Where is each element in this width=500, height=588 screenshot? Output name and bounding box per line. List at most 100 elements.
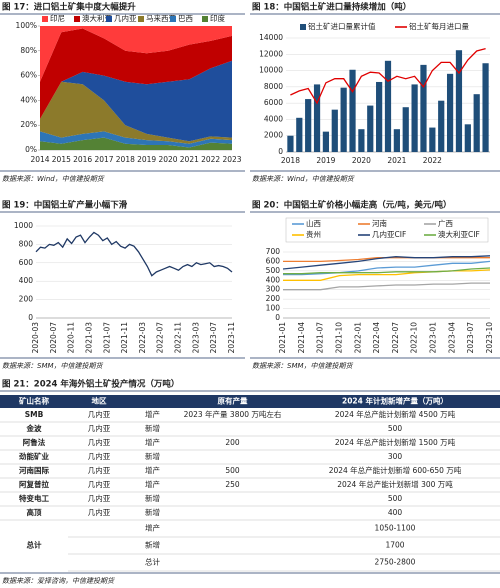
x-tick-label: 2022-11 <box>174 322 183 354</box>
legend-label: 澳大利亚CIF <box>438 229 480 239</box>
y-tick-label: 20% <box>20 120 37 129</box>
bar <box>411 84 418 152</box>
legend-swatch <box>42 16 48 22</box>
x-tick-label: 2021-10 <box>334 322 343 354</box>
y-tick-label: 10000 <box>259 66 283 75</box>
stacked-area <box>40 28 232 119</box>
x-tick-label: 2023-04 <box>447 322 456 354</box>
x-tick-label: 2021-04 <box>297 322 306 354</box>
legend-box <box>285 217 489 243</box>
x-tick-label: 2018 <box>281 156 300 165</box>
table-cell: 总计 <box>145 557 160 567</box>
table-header-cell: 矿山名称 <box>19 396 49 406</box>
table-cell: 新增 <box>145 451 160 461</box>
legend-label: 铝土矿每月进口量 <box>409 21 469 31</box>
legend-swatch <box>74 16 80 22</box>
x-tick-label: 2020 <box>352 156 371 165</box>
x-tick-label: 2022 <box>423 156 442 165</box>
bar <box>464 124 471 152</box>
stacked-area <box>40 137 232 150</box>
x-tick-label: 2022-07 <box>156 322 165 354</box>
x-tick-label: 2022-07 <box>391 322 400 354</box>
y-tick-label: 800 <box>19 239 34 248</box>
table-cell: 河南国际 <box>19 465 49 475</box>
y-tick-label: 100% <box>16 21 37 30</box>
x-tick-label: 2020-03 <box>31 322 40 354</box>
y-tick-label: 8000 <box>264 82 283 91</box>
x-tick-label: 2016 <box>73 155 92 164</box>
x-tick-label: 2021-07 <box>316 322 325 354</box>
bar <box>331 109 338 152</box>
legend-swatch <box>138 16 144 22</box>
x-tick-label: 2023-10 <box>485 322 494 354</box>
x-tick-label: 2023 <box>222 155 241 164</box>
bar <box>313 84 321 152</box>
table-cell: 新增 <box>145 540 160 550</box>
chart-source: 数据来源：Wind，中信建投期货 <box>252 175 355 183</box>
x-tick-label: 2023-07 <box>466 322 475 354</box>
y-tick-label: 400 <box>19 276 34 285</box>
x-tick-label: 2019 <box>316 156 335 165</box>
table-cell: 增产 <box>145 465 160 475</box>
legend-label: 贵州 <box>306 229 321 239</box>
legend-label: 河南 <box>372 218 387 228</box>
table-cell: 2024 年总产能计划新增 1500 万吨 <box>335 437 456 447</box>
x-tick-label: 2014 <box>30 155 49 164</box>
bar <box>384 60 392 152</box>
x-tick-label: 2021 <box>180 155 199 164</box>
legend-label: 澳大利亚 <box>82 13 112 23</box>
x-tick-label: 2023-07 <box>209 322 218 354</box>
legend-swatch <box>300 24 306 30</box>
chart-title: 图 18：中国铝土矿进口量持续增加（吨） <box>252 2 411 13</box>
table-header-cell: 2024 年计划新增产量（万吨） <box>342 396 448 406</box>
series-line <box>290 47 486 105</box>
legend-label: 广西 <box>438 218 453 228</box>
bar <box>429 127 436 152</box>
chart-source: 数据来源：Wind，中信建投期货 <box>2 175 105 183</box>
legend-label: 山西 <box>306 218 321 228</box>
y-tick-label: 200 <box>266 294 281 303</box>
table-cell: 新增 <box>145 493 160 503</box>
bar <box>446 73 454 152</box>
chart-title: 图 20：中国铝土矿价格小幅走高（元/吨，美元/吨） <box>252 200 452 211</box>
series-line <box>283 260 491 276</box>
x-tick-label: 2021-11 <box>120 322 129 354</box>
table-cell: 几内亚 <box>88 451 111 461</box>
table-cell: 几内亚 <box>88 409 111 419</box>
table-cell: 金波 <box>26 423 42 433</box>
table-cell: 2024 年总产能计划新增 300 万吨 <box>337 479 453 489</box>
table-cell: 新增 <box>145 507 160 517</box>
bar <box>358 129 365 152</box>
bar <box>287 135 294 152</box>
y-tick-label: 60% <box>20 71 37 80</box>
table-cell: 1700 <box>385 541 404 550</box>
x-tick-label: 2018 <box>116 155 135 164</box>
chart-title: 图 17：进口铝土矿集中度大幅提升 <box>2 2 136 13</box>
series-line <box>283 282 490 291</box>
table-cell: 几内亚 <box>88 493 111 503</box>
y-tick-label: 6000 <box>264 98 283 107</box>
table-cell: 特变电工 <box>19 493 49 503</box>
x-tick-label: 2023-03 <box>191 322 200 354</box>
table-cell: 2024 年总产能计划新增 600-650 万吨 <box>329 465 462 475</box>
table-cell: 几内亚 <box>88 507 111 517</box>
legend-label: 印度 <box>210 13 225 23</box>
y-tick-label: 600 <box>266 256 281 265</box>
table-cell: 2024 年总产能计划新增 4500 万吨 <box>335 409 456 419</box>
x-tick-label: 2015 <box>52 155 71 164</box>
table-cell: 500 <box>388 494 403 503</box>
legend-swatch <box>170 16 176 22</box>
y-tick-label: 0% <box>25 145 37 154</box>
y-tick-label: 40% <box>20 95 37 104</box>
x-tick-label: 2021-07 <box>102 322 111 354</box>
y-tick-label: 80% <box>20 46 37 55</box>
bar <box>367 105 374 152</box>
table-cell: 几内亚 <box>88 423 111 433</box>
bar <box>473 94 480 152</box>
bar <box>296 117 303 152</box>
legend-swatch <box>202 16 208 22</box>
table-cell: 总计 <box>27 540 42 550</box>
y-tick-label: 12000 <box>259 49 283 58</box>
legend-label: 马来西亚 <box>146 14 176 23</box>
table-cell: SMB <box>25 410 44 419</box>
